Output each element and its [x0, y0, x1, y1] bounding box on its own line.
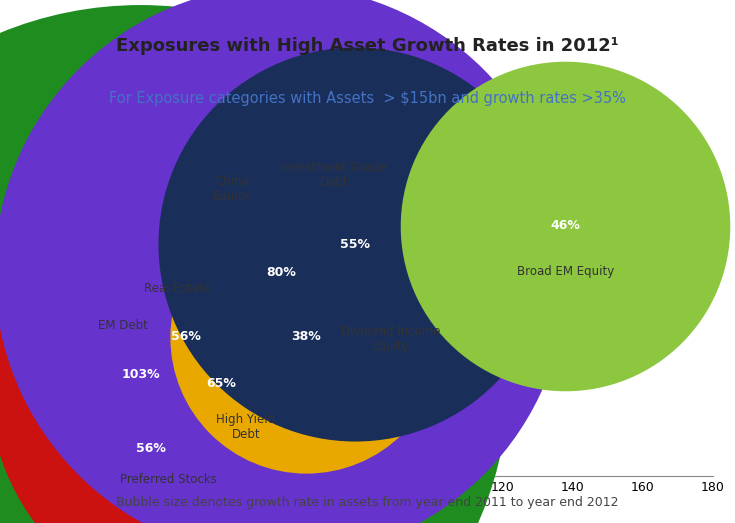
- Text: 103%: 103%: [121, 368, 159, 381]
- Point: [559, 222, 571, 230]
- Point: [300, 333, 312, 341]
- Text: Bubble size denotes growth rate in assets from year end 2011 to year end 2012: Bubble size denotes growth rate in asset…: [116, 496, 619, 509]
- Text: 46%: 46%: [551, 219, 581, 232]
- Y-axis label: 2012 Net Flows (US$bn): 2012 Net Flows (US$bn): [42, 233, 54, 394]
- Text: High Yield
Debt: High Yield Debt: [216, 413, 276, 441]
- Text: Dividend Income
Equity: Dividend Income Equity: [341, 325, 440, 353]
- Text: EM Debt: EM Debt: [98, 320, 148, 332]
- Text: Investment Grade
Debt: Investment Grade Debt: [280, 161, 387, 189]
- Text: Preferred Stocks: Preferred Stocks: [121, 473, 217, 486]
- Text: 65%: 65%: [207, 377, 236, 390]
- Text: 56%: 56%: [136, 441, 166, 454]
- Point: [146, 444, 157, 452]
- Text: 56%: 56%: [171, 331, 201, 344]
- Text: 80%: 80%: [266, 266, 296, 279]
- Point: [215, 379, 227, 388]
- Point: [349, 240, 361, 248]
- Text: 55%: 55%: [340, 238, 370, 251]
- X-axis label: Assets (US$bn): Assets (US$bn): [346, 499, 448, 513]
- Text: For Exposure categories with Assets  > $15bn and growth rates >35%: For Exposure categories with Assets > $1…: [109, 90, 626, 106]
- Text: Broad EM Equity: Broad EM Equity: [517, 265, 614, 278]
- Text: Exposures with High Asset Growth Rates in 2012¹: Exposures with High Asset Growth Rates i…: [116, 37, 619, 55]
- Text: 38%: 38%: [291, 331, 320, 344]
- Text: China
Equity: China Equity: [213, 175, 251, 202]
- Point: [275, 268, 287, 276]
- Point: [180, 333, 192, 341]
- Text: Real Estate: Real Estate: [144, 282, 211, 295]
- Point: [135, 370, 146, 378]
